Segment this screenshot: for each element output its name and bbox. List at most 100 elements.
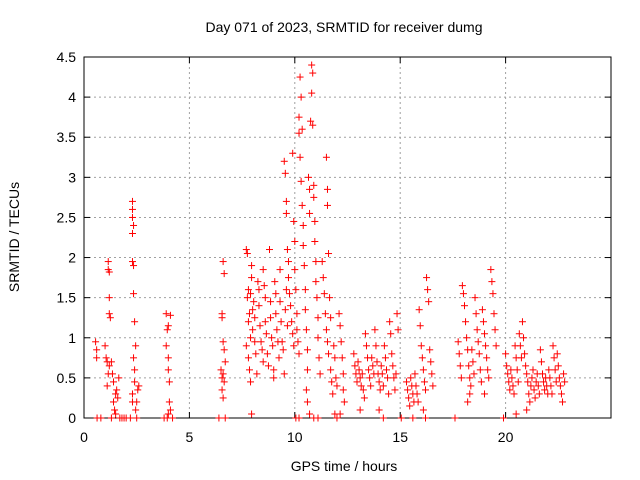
data-points bbox=[92, 61, 569, 422]
data-point bbox=[551, 366, 559, 374]
y-tick-label: 2.5 bbox=[57, 209, 77, 225]
data-point bbox=[105, 310, 113, 318]
data-point bbox=[423, 274, 431, 282]
data-point bbox=[299, 221, 307, 229]
data-point bbox=[252, 350, 260, 358]
data-point bbox=[388, 350, 396, 358]
data-point bbox=[128, 197, 136, 205]
data-point bbox=[330, 342, 338, 350]
data-point bbox=[295, 350, 303, 358]
data-point bbox=[516, 342, 524, 350]
data-point bbox=[521, 350, 529, 358]
data-point bbox=[302, 326, 310, 334]
data-point bbox=[247, 378, 255, 386]
data-point bbox=[464, 398, 472, 406]
data-point bbox=[310, 193, 318, 201]
data-point bbox=[386, 318, 394, 326]
data-point bbox=[308, 89, 316, 97]
data-point bbox=[479, 318, 487, 326]
data-point bbox=[325, 250, 333, 258]
data-point bbox=[312, 258, 320, 266]
data-point bbox=[286, 290, 294, 298]
data-point bbox=[475, 350, 483, 358]
data-point bbox=[126, 414, 134, 422]
data-point bbox=[327, 314, 335, 322]
data-point bbox=[502, 350, 510, 358]
data-point bbox=[326, 294, 334, 302]
data-point bbox=[105, 294, 113, 302]
data-point bbox=[296, 153, 304, 161]
data-point bbox=[489, 290, 497, 298]
data-point bbox=[278, 338, 286, 346]
data-point bbox=[467, 382, 475, 390]
data-point bbox=[295, 129, 303, 137]
data-point bbox=[219, 338, 227, 346]
data-point bbox=[281, 306, 289, 314]
data-point bbox=[101, 342, 109, 350]
data-point bbox=[306, 185, 314, 193]
data-point bbox=[306, 410, 314, 418]
data-point bbox=[163, 326, 171, 334]
data-point bbox=[527, 382, 535, 390]
data-point bbox=[335, 310, 343, 318]
y-tick-label: 0.5 bbox=[57, 370, 77, 386]
data-point bbox=[164, 366, 172, 374]
data-point bbox=[261, 318, 269, 326]
data-point bbox=[407, 374, 415, 382]
data-point bbox=[377, 362, 385, 370]
data-point bbox=[302, 386, 310, 394]
data-point bbox=[322, 326, 330, 334]
data-point bbox=[394, 326, 402, 334]
data-point bbox=[338, 354, 346, 362]
data-point bbox=[389, 362, 397, 370]
data-point bbox=[329, 390, 337, 398]
data-point bbox=[271, 278, 279, 286]
data-point bbox=[93, 354, 101, 362]
data-point bbox=[312, 278, 320, 286]
data-point bbox=[266, 246, 274, 254]
data-point bbox=[507, 366, 515, 374]
data-point bbox=[264, 362, 272, 370]
data-point bbox=[459, 290, 467, 298]
data-point bbox=[113, 386, 121, 394]
data-point bbox=[393, 310, 401, 318]
data-point bbox=[128, 213, 136, 221]
data-point bbox=[131, 366, 139, 374]
data-point bbox=[359, 386, 367, 394]
data-point bbox=[260, 282, 268, 290]
data-point bbox=[426, 346, 434, 354]
data-point bbox=[261, 294, 269, 302]
data-point bbox=[328, 378, 336, 386]
data-point bbox=[249, 326, 257, 334]
data-point bbox=[525, 390, 533, 398]
data-point bbox=[559, 398, 567, 406]
data-point bbox=[472, 310, 480, 318]
data-point bbox=[518, 318, 526, 326]
data-point bbox=[128, 258, 136, 266]
data-point bbox=[248, 262, 256, 270]
data-point bbox=[293, 326, 301, 334]
data-point bbox=[336, 410, 344, 418]
data-point bbox=[510, 390, 518, 398]
data-point bbox=[284, 274, 292, 282]
data-point bbox=[427, 358, 435, 366]
data-point bbox=[384, 374, 392, 382]
data-point bbox=[333, 382, 341, 390]
data-point bbox=[550, 354, 558, 362]
data-point bbox=[413, 390, 421, 398]
data-point bbox=[247, 334, 255, 342]
data-point bbox=[131, 378, 139, 386]
data-point bbox=[273, 326, 281, 334]
data-point bbox=[277, 318, 285, 326]
y-tick-label: 3.5 bbox=[57, 129, 77, 145]
data-point bbox=[311, 238, 319, 246]
data-point bbox=[556, 382, 564, 390]
data-point bbox=[477, 378, 485, 386]
data-point bbox=[254, 278, 262, 286]
data-point bbox=[404, 386, 412, 394]
data-point bbox=[466, 390, 474, 398]
data-point bbox=[250, 298, 258, 306]
data-point bbox=[244, 318, 252, 326]
data-point bbox=[357, 382, 365, 390]
